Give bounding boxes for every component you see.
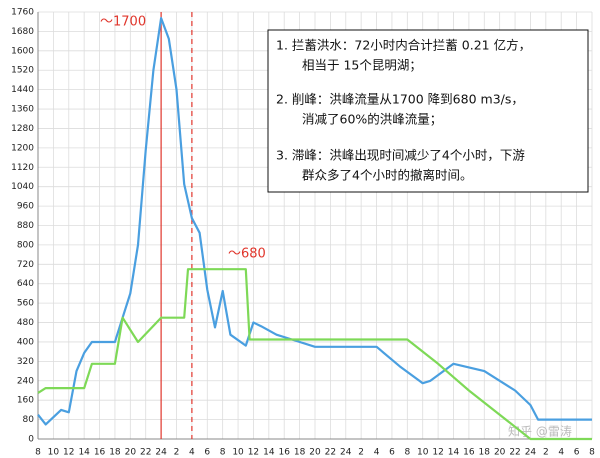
y-tick-label: 1600 — [11, 46, 34, 56]
x-tick-label: 12 — [248, 448, 259, 458]
data-line — [37, 17, 592, 426]
y-tick-label: 1520 — [11, 66, 34, 76]
x-tick-label: 18 — [294, 448, 306, 458]
x-tick-label: 22 — [325, 448, 336, 458]
note: 相当于 15个昆明湖； — [302, 58, 422, 73]
y-tick-label: 240 — [17, 376, 34, 386]
y-tick-label: 1680 — [11, 27, 34, 37]
x-tick-label: 18 — [109, 448, 121, 458]
y-tick-label: 160 — [17, 396, 34, 406]
x-tick-label: 12 — [63, 448, 74, 458]
x-tick-label: 20 — [494, 448, 506, 458]
note: 2. 削峰：洪峰流量从1700 降到680 m3/s， — [276, 92, 524, 107]
y-tick-label: 400 — [17, 337, 34, 347]
x-tick-label: 22 — [509, 448, 520, 458]
x-tick-label: 2 — [358, 448, 364, 458]
note: 群众多了4个小时的撤离时间。 — [302, 168, 472, 183]
x-tick-label: 8 — [404, 448, 410, 458]
x-tick-label: 6 — [574, 448, 580, 458]
x-tick-label: 2 — [174, 448, 180, 458]
y-tick-label: 0 — [28, 435, 34, 445]
y-tick-label: 800 — [17, 240, 34, 250]
x-tick-label: 24 — [155, 448, 167, 458]
y-tick-label: 80 — [23, 415, 35, 425]
y-tick-label: 960 — [17, 202, 34, 212]
y-tick-label: 880 — [17, 221, 34, 231]
x-tick-label: 20 — [125, 448, 137, 458]
x-tick-label: 10 — [232, 448, 244, 458]
y-tick-label: 1360 — [11, 105, 34, 115]
note: 3. 滞峰：洪峰出现时间减少了4个小时，下游 — [276, 148, 525, 163]
y-tick-label: 720 — [17, 260, 34, 270]
x-tick-label: 4 — [558, 448, 564, 458]
watermark: 知乎 @雷涛 — [508, 424, 572, 439]
x-tick-label: 22 — [140, 448, 151, 458]
x-tick-label: 20 — [309, 448, 321, 458]
data-line — [37, 268, 592, 441]
x-tick-label: 10 — [417, 448, 429, 458]
note: 消减了60%的洪峰流量； — [302, 112, 442, 127]
x-tick-label: 14 — [263, 448, 275, 458]
y-tick-label: 480 — [17, 318, 34, 328]
x-tick-label: 8 — [589, 448, 595, 458]
x-tick-label: 4 — [374, 448, 380, 458]
x-tick-label: 8 — [35, 448, 41, 458]
x-tick-label: 24 — [525, 448, 537, 458]
x-tick-label: 10 — [48, 448, 60, 458]
y-tick-label: 1440 — [11, 85, 34, 95]
x-tick-label: 4 — [189, 448, 195, 458]
x-tick-label: 24 — [340, 448, 352, 458]
x-tick-label: 16 — [463, 448, 475, 458]
y-tick-label: 1040 — [11, 182, 34, 192]
y-tick-label: 1760 — [11, 8, 34, 18]
y-tick-label: 1200 — [11, 143, 34, 153]
x-tick-label: 12 — [432, 448, 443, 458]
outflow-annotation: ～680 — [228, 247, 266, 262]
x-tick-label: 6 — [204, 448, 210, 458]
x-tick-label: 6 — [389, 448, 395, 458]
y-tick-label: 1120 — [11, 163, 34, 173]
x-tick-label: 16 — [278, 448, 290, 458]
y-tick-label: 560 — [17, 299, 34, 309]
y-tick-label: 320 — [17, 357, 34, 367]
note: 1. 拦蓄洪水：72小时内合计拦蓄 0.21 亿方， — [276, 38, 531, 53]
note-box — [267, 29, 589, 193]
x-tick-label: 8 — [220, 448, 226, 458]
y-tick-label: 640 — [17, 279, 34, 289]
x-tick-label: 16 — [94, 448, 106, 458]
y-tick-label: 1280 — [11, 124, 34, 134]
x-tick-label: 2 — [543, 448, 549, 458]
x-tick-label: 14 — [448, 448, 460, 458]
peak-annotation: ～1700 — [100, 15, 146, 30]
x-tick-label: 14 — [78, 448, 90, 458]
x-tick-label: 18 — [479, 448, 491, 458]
